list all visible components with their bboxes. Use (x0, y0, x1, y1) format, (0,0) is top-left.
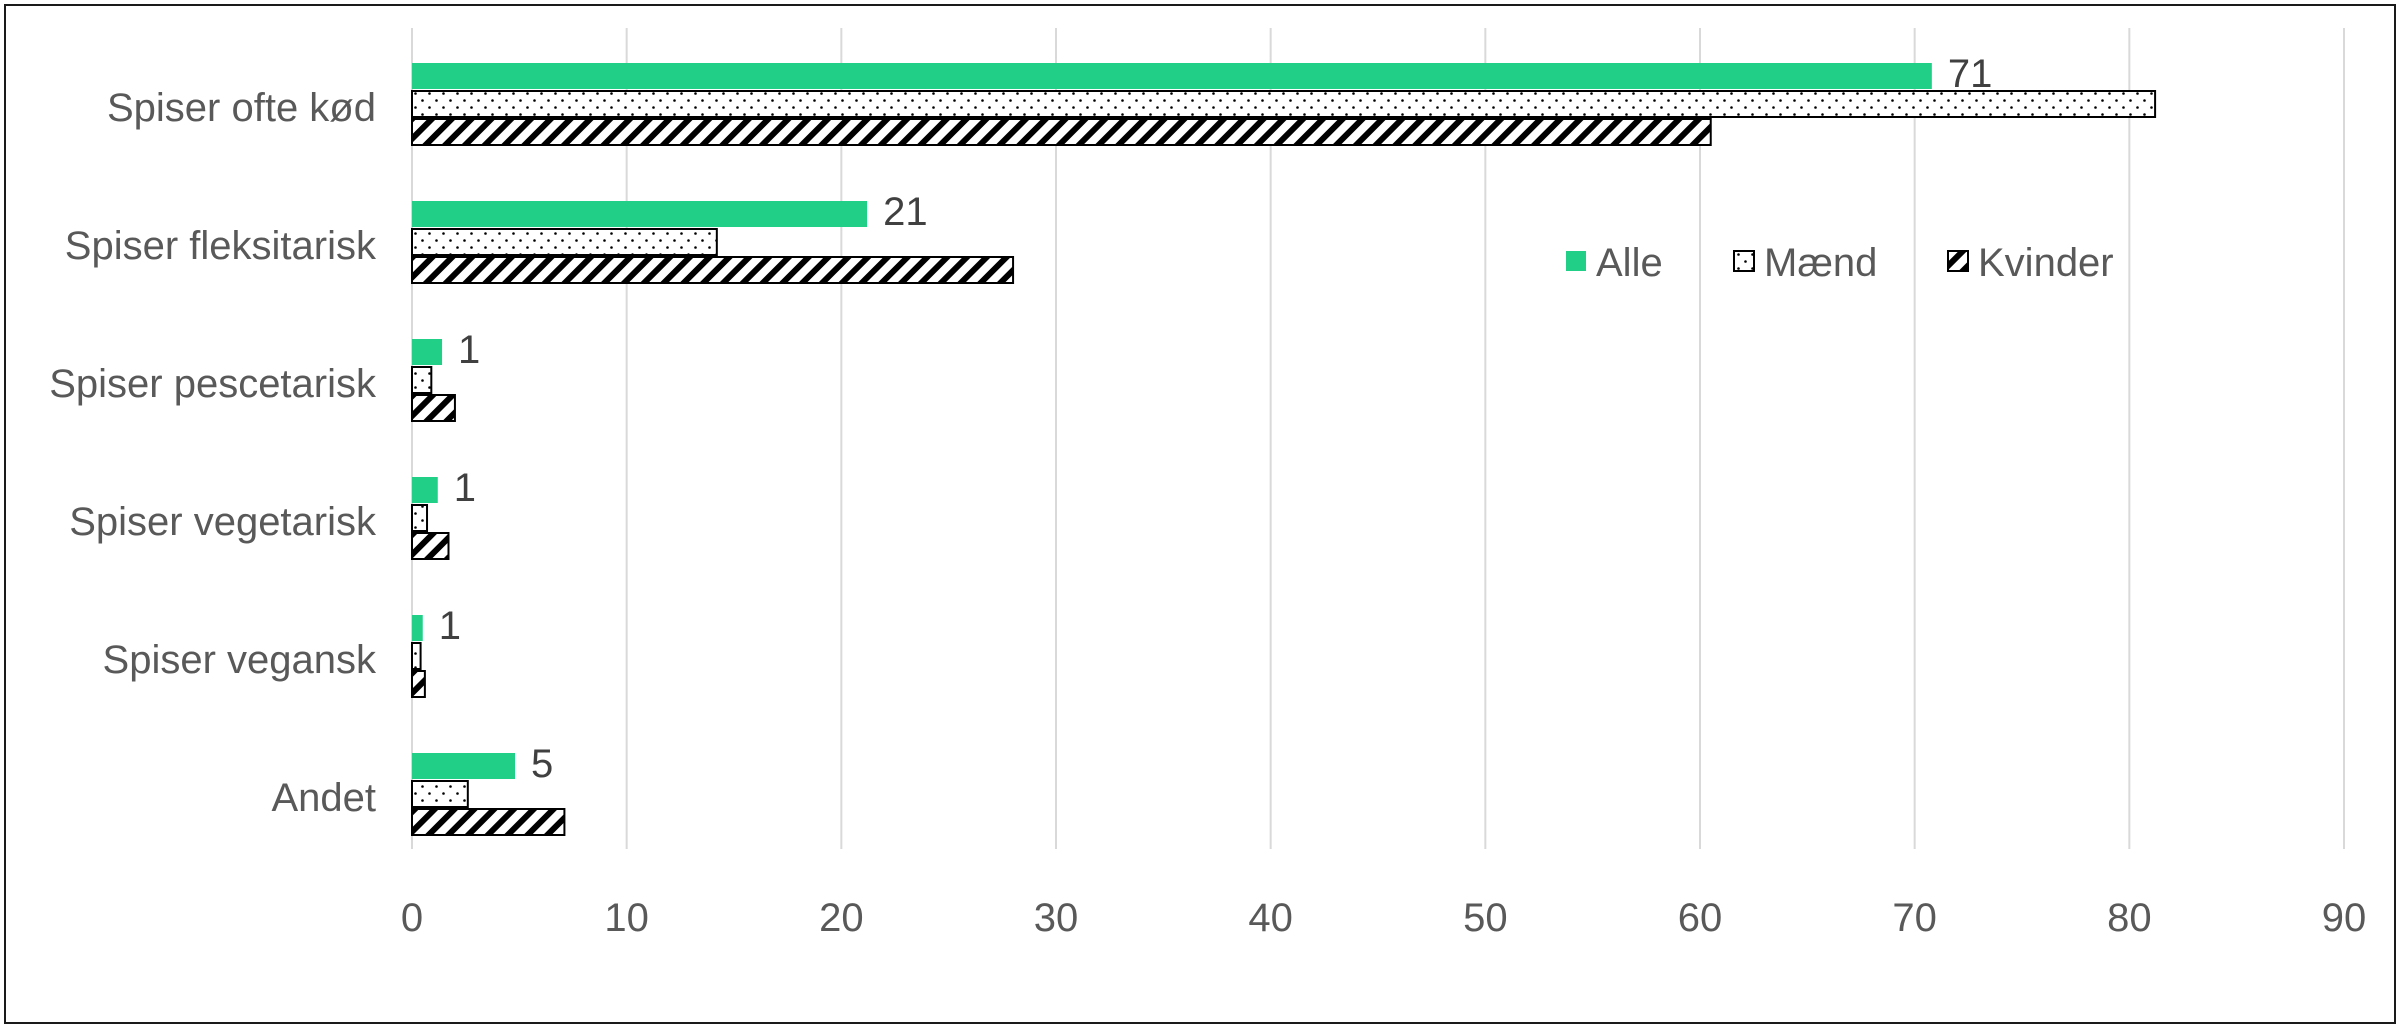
bar-kvinder-0 (411, 118, 1712, 146)
legend-label-kvinder: Kvinder (1978, 241, 2114, 285)
bar-alle-4 (412, 615, 423, 641)
chart-frame: 0 10 20 30 40 50 60 70 80 90 Spiser ofte kød 71 Spis… (4, 4, 2396, 1024)
labels: 0 10 20 30 40 50 60 70 80 90 Spiser ofte kød 71 Spis… (49, 52, 2366, 940)
x-tick-label: 90 (2322, 896, 2367, 940)
x-tick-label: 80 (2107, 896, 2152, 940)
bar-alle-1 (412, 201, 868, 227)
category-label: Spiser ofte kød (107, 86, 376, 130)
bar-mænd-4 (411, 642, 422, 670)
bar-alle-0 (412, 63, 1932, 89)
data-label: 21 (883, 190, 928, 234)
bar-mænd-2 (411, 366, 433, 394)
x-tick-label: 0 (401, 896, 423, 940)
bar-kvinder-1 (411, 256, 1015, 284)
x-tick-label: 20 (819, 896, 864, 940)
bar-mænd-0 (411, 90, 2157, 118)
data-label: 1 (458, 328, 480, 372)
bars (411, 63, 2157, 836)
bar-mænd-5 (411, 780, 469, 808)
category-label: Spiser vegetarisk (69, 500, 377, 544)
legend-label-alle: Alle (1596, 241, 1663, 285)
bar-alle-3 (412, 477, 438, 503)
legend-swatch-alle (1566, 251, 1586, 271)
legend-swatch-kvinder (1947, 250, 1969, 272)
bar-mænd-1 (411, 228, 718, 256)
bar-kvinder-5 (411, 808, 566, 836)
x-tick-label: 70 (1892, 896, 1937, 940)
legend-label-mænd: Mænd (1764, 241, 1877, 285)
x-tick-label: 50 (1463, 896, 1508, 940)
bar-mænd-3 (411, 504, 429, 532)
bar-chart: 0 10 20 30 40 50 60 70 80 90 Spiser ofte kød 71 Spis… (49, 28, 2366, 940)
legend-swatch-mænd (1733, 250, 1755, 272)
legend: Alle Mænd Kvinder (1566, 241, 2114, 285)
data-label: 1 (454, 466, 476, 510)
x-tick-label: 30 (1034, 896, 1079, 940)
category-label: Spiser pescetarisk (49, 362, 377, 406)
bar-alle-2 (412, 339, 443, 365)
x-tick-label: 10 (604, 896, 649, 940)
x-tick-label: 40 (1248, 896, 1293, 940)
bar-kvinder-3 (411, 532, 450, 560)
category-label: Spiser fleksitarisk (65, 224, 377, 268)
data-label: 71 (1948, 52, 1993, 96)
category-label: Andet (271, 776, 376, 820)
x-tick-label: 60 (1678, 896, 1723, 940)
category-label: Spiser vegansk (103, 638, 377, 682)
data-label: 1 (439, 604, 461, 648)
bar-kvinder-4 (411, 670, 426, 698)
bar-kvinder-2 (411, 394, 456, 422)
data-label: 5 (531, 742, 553, 786)
bar-alle-5 (412, 753, 516, 779)
gridlines (411, 28, 2345, 849)
